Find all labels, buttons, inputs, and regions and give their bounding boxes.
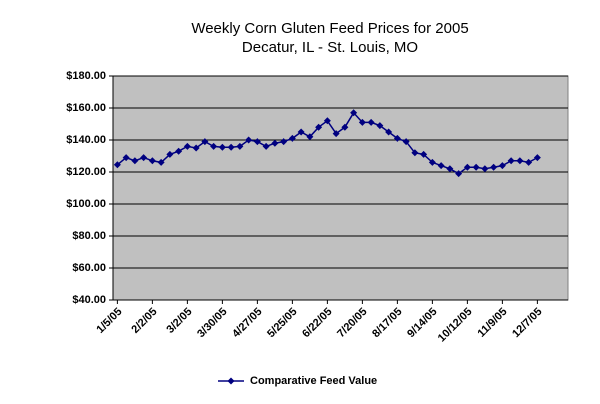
x-tick-label: 9/14/05 bbox=[405, 306, 439, 340]
data-point bbox=[533, 154, 541, 162]
data-point bbox=[210, 142, 218, 150]
data-point bbox=[262, 142, 270, 150]
chart-subtitle: Decatur, IL - St. Louis, MO bbox=[242, 39, 418, 56]
x-tick-label: 1/5/05 bbox=[94, 306, 124, 336]
chart-title: Weekly Corn Gluten Feed Prices for 2005 bbox=[191, 20, 468, 37]
data-point bbox=[411, 149, 419, 157]
data-point bbox=[455, 170, 463, 178]
x-tick-label: 11/9/05 bbox=[476, 306, 510, 340]
y-tick-label: $40.00 bbox=[72, 294, 106, 306]
x-tick-label: 2/2/05 bbox=[129, 306, 159, 336]
y-tick-label: $120.00 bbox=[66, 166, 106, 178]
data-point bbox=[236, 142, 244, 150]
data-point bbox=[201, 138, 209, 146]
x-tick-label: 3/30/05 bbox=[195, 306, 229, 340]
x-tick-label: 8/17/05 bbox=[370, 306, 404, 340]
legend-marker bbox=[227, 377, 235, 385]
x-tick-label: 3/2/05 bbox=[164, 306, 194, 336]
data-point bbox=[498, 162, 506, 170]
x-tick-label: 5/25/05 bbox=[265, 306, 299, 340]
data-point bbox=[376, 122, 384, 130]
data-point bbox=[490, 163, 498, 171]
data-point bbox=[148, 157, 156, 165]
data-point bbox=[437, 162, 445, 170]
data-point bbox=[131, 157, 139, 165]
data-point bbox=[192, 144, 200, 152]
x-tick-label: 4/27/05 bbox=[230, 306, 264, 340]
data-point bbox=[306, 133, 314, 141]
data-point bbox=[402, 138, 410, 146]
data-point bbox=[367, 118, 375, 126]
data-point bbox=[280, 138, 288, 146]
data-point bbox=[481, 165, 489, 173]
data-point bbox=[183, 142, 191, 150]
plot-area bbox=[112, 75, 569, 301]
y-tick-label: $140.00 bbox=[66, 134, 106, 146]
data-point bbox=[420, 150, 428, 158]
data-point bbox=[385, 128, 393, 136]
y-tick-label: $160.00 bbox=[66, 102, 106, 114]
data-point bbox=[446, 165, 454, 173]
data-point bbox=[393, 134, 401, 142]
data-point bbox=[227, 143, 235, 151]
data-point bbox=[245, 136, 253, 144]
x-tick-label: 12/7/05 bbox=[510, 306, 544, 340]
data-point bbox=[463, 163, 471, 171]
y-tick-label: $80.00 bbox=[72, 230, 106, 242]
y-tick-label: $100.00 bbox=[66, 198, 106, 210]
x-tick-label: 10/12/05 bbox=[436, 306, 475, 345]
data-point bbox=[358, 118, 366, 126]
data-point bbox=[350, 109, 358, 117]
data-point bbox=[122, 154, 130, 162]
data-point bbox=[341, 123, 349, 131]
data-point bbox=[140, 154, 148, 162]
data-point bbox=[472, 163, 480, 171]
data-point bbox=[323, 117, 331, 125]
data-point bbox=[516, 157, 524, 165]
x-tick-label: 6/22/05 bbox=[300, 306, 334, 340]
data-point bbox=[332, 130, 340, 138]
data-point bbox=[297, 128, 305, 136]
data-point bbox=[271, 139, 279, 147]
legend-label: Comparative Feed Value bbox=[250, 375, 377, 387]
x-tick-label: 7/20/05 bbox=[335, 306, 369, 340]
data-point bbox=[507, 157, 515, 165]
data-point bbox=[175, 147, 183, 155]
data-point bbox=[288, 134, 296, 142]
y-tick-label: $180.00 bbox=[66, 70, 106, 82]
y-tick-label: $60.00 bbox=[72, 262, 106, 274]
data-point bbox=[166, 150, 174, 158]
data-point bbox=[157, 158, 165, 166]
data-point bbox=[315, 123, 323, 131]
data-point bbox=[113, 161, 121, 169]
data-point bbox=[525, 158, 533, 166]
data-point bbox=[218, 143, 226, 151]
data-point bbox=[253, 138, 261, 146]
data-point bbox=[428, 158, 436, 166]
